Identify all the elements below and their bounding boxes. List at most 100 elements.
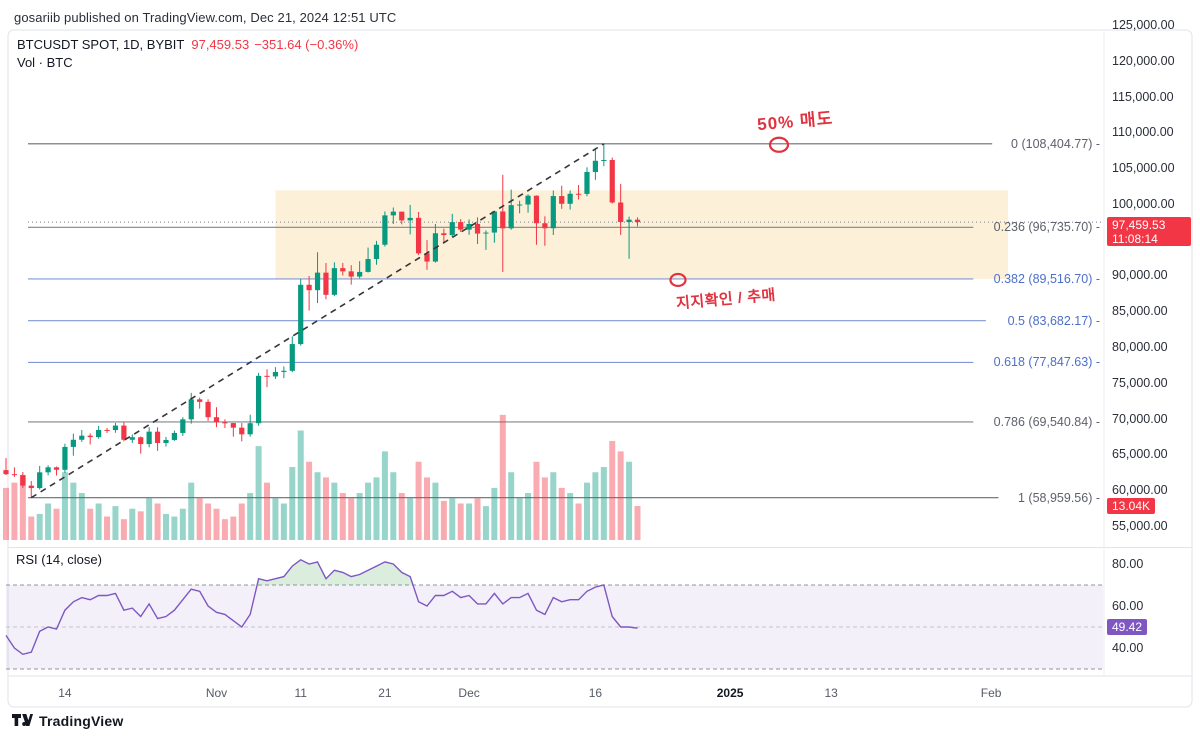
last-price-value: 97,459.53	[1112, 218, 1166, 232]
bar-countdown: 11:08:14	[1112, 232, 1158, 246]
annotation-circle-buy	[669, 272, 687, 288]
candle-body	[28, 485, 34, 489]
volume-bar	[162, 513, 169, 540]
volume-bar	[474, 498, 481, 540]
volume-bar	[558, 487, 565, 540]
volume-bar	[61, 472, 68, 540]
volume-legend[interactable]: Vol · BTC	[17, 55, 73, 70]
rsi-indicator-label[interactable]: RSI (14, close)	[16, 552, 102, 567]
rsi-line	[5, 558, 638, 656]
volume-bar	[70, 482, 77, 540]
time-tick: 21	[378, 686, 392, 700]
candle-body	[550, 196, 556, 229]
candle-body	[289, 344, 295, 371]
candle-body	[281, 370, 287, 372]
volume-bar	[11, 482, 18, 540]
candle-body	[112, 425, 119, 431]
legend-last-price: 97,459.53	[191, 37, 250, 52]
price-tick: 65,000.00	[1112, 447, 1168, 462]
candle-body	[415, 217, 422, 254]
volume-bar	[373, 477, 380, 540]
volume-bar	[348, 498, 355, 540]
volume-bar	[264, 482, 271, 540]
candle-body	[104, 429, 110, 431]
candle-body	[483, 232, 489, 234]
volume-bar	[398, 493, 405, 540]
time-tick: Nov	[205, 686, 228, 700]
price-tick: 55,000.00	[1112, 518, 1168, 533]
volume-value-badge: 13.04K	[1107, 498, 1156, 514]
rsi-value-badge: 49.42	[1107, 619, 1148, 635]
volume-bar	[407, 498, 414, 540]
candle-body	[11, 474, 18, 476]
time-tick: 11	[294, 686, 307, 700]
volume-bar	[171, 516, 178, 540]
volume-bar	[154, 503, 161, 540]
candle-body	[45, 467, 51, 473]
price-tick: 85,000.00	[1112, 304, 1168, 319]
candle-body	[138, 437, 144, 445]
candle-body	[264, 375, 270, 377]
rsi-overbought-fill	[257, 559, 413, 585]
candle-body	[340, 268, 346, 272]
rsi-tick: 80.00	[1112, 557, 1144, 571]
candle-body	[382, 215, 388, 245]
candle-body	[70, 439, 76, 447]
volume-bar	[415, 461, 422, 540]
volume-bar	[491, 487, 498, 540]
candle-body	[188, 399, 194, 420]
volume-bar	[53, 508, 60, 540]
candle-body	[559, 196, 565, 204]
candle-body	[424, 253, 430, 262]
symbol-legend[interactable]: BTCUSDT SPOT, 1D, BYBIT 97,459.53 −351.64 …	[17, 37, 358, 52]
candle-body	[601, 159, 607, 161]
candle-body	[517, 204, 523, 206]
volume-bar	[104, 516, 111, 540]
tradingview-attribution[interactable]: TradingView	[12, 713, 123, 729]
volume-bar	[390, 472, 397, 540]
volume-bar	[541, 477, 548, 540]
candle-body	[87, 435, 93, 438]
candle-body	[525, 195, 531, 205]
volume-bar	[634, 506, 641, 540]
volume-bar	[440, 500, 447, 540]
candle-body	[205, 401, 211, 418]
price-tick: 75,000.00	[1112, 375, 1168, 390]
last-price-badge: 97,459.53 11:08:14	[1107, 217, 1191, 246]
candle-body	[230, 423, 236, 428]
candle-body	[466, 223, 472, 230]
volume-bar	[314, 472, 321, 540]
candle-body	[618, 202, 624, 223]
volume-bar	[280, 503, 287, 540]
volume-bar	[508, 472, 515, 540]
candle-body	[390, 211, 396, 216]
candle-body	[53, 467, 60, 470]
candle-body	[626, 219, 632, 223]
volume-bar	[449, 498, 456, 540]
candle-body	[331, 268, 337, 295]
volume-bar	[95, 503, 102, 540]
fib-level-label-0.236: 0.236 (96,735.70) -	[993, 220, 1100, 235]
time-tick: 13	[824, 686, 838, 700]
legend-change: −351.64 (−0.36%)	[254, 37, 359, 52]
candle-body	[247, 423, 253, 435]
candle-body	[365, 259, 371, 272]
publish-attribution: gosariib published on TradingView.com, D…	[14, 10, 397, 25]
symbol-title: BTCUSDT SPOT, 1D, BYBIT	[17, 37, 185, 52]
candle-body	[449, 222, 455, 236]
volume-bar	[365, 482, 372, 540]
volume-bar	[297, 430, 304, 540]
volume-bar	[424, 477, 430, 540]
fib-level-label-0.382: 0.382 (89,516.70) -	[993, 271, 1100, 286]
candle-body	[407, 217, 413, 221]
time-tick: 16	[588, 686, 603, 700]
volume-bar	[120, 519, 127, 540]
volume-bar	[36, 513, 43, 540]
candle-body	[441, 233, 447, 236]
volume-bar	[381, 451, 388, 540]
volume-bar	[567, 493, 574, 540]
volume-bar	[78, 493, 85, 540]
candle-body	[357, 271, 363, 277]
candle-body	[634, 219, 641, 223]
